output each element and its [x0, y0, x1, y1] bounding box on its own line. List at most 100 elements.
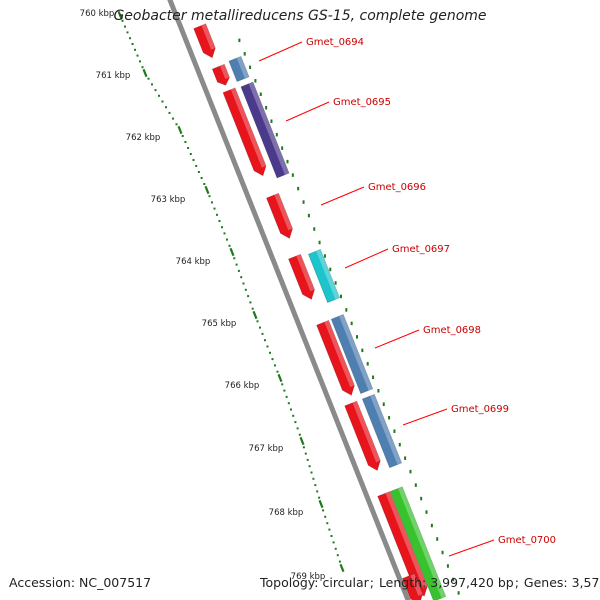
ruler-minor-tick [290, 408, 292, 411]
outer-ruler-tick [238, 38, 241, 43]
genome-backbone [167, 0, 411, 600]
ruler-minor-tick [129, 37, 131, 40]
ruler-minor-tick [226, 238, 228, 241]
outer-ruler-tick [366, 362, 369, 366]
ruler-label: 768 kbp [269, 508, 304, 518]
ruler-minor-tick [233, 257, 236, 260]
ruler-minor-tick [197, 171, 200, 173]
ruler-label: 767 kbp [249, 444, 284, 454]
outer-ruler-tick [350, 321, 353, 326]
ruler-minor-tick [172, 117, 174, 120]
ruler-minor-tick [237, 269, 240, 272]
ruler-minor-tick [141, 66, 144, 69]
gene-block [228, 55, 250, 83]
ruler-minor-tick [259, 326, 261, 329]
gene-label[interactable]: Gmet_0700 [498, 535, 556, 546]
ruler-minor-tick [247, 295, 250, 298]
gene-labels: Gmet_0694 Gmet_0695 Gmet_0696 Gmet_0697 Gmet… [258, 37, 556, 557]
outer-ruler-tick [372, 375, 375, 380]
ruler-label: 769 kbp [291, 572, 326, 582]
outer-ruler-tick [436, 537, 439, 541]
label-leader-line [344, 248, 389, 269]
outer-ruler-tick [361, 348, 364, 353]
ruler-minor-tick [175, 123, 178, 126]
ruler-minor-tick [308, 465, 311, 468]
ruler-minor-tick [228, 244, 231, 247]
ruler-minor-tick [158, 94, 160, 97]
orf-block [316, 319, 355, 396]
ruler-minor-tick [244, 288, 247, 291]
outer-ruler-tick [425, 510, 428, 514]
ruler-minor-tick [161, 100, 164, 103]
gene-block [307, 249, 341, 303]
outer-ruler-tick [313, 227, 316, 231]
ruler-major-tick [252, 310, 258, 320]
label-leader-line [320, 186, 365, 206]
genes-text: Genes: 3,577 [523, 575, 600, 590]
outer-ruler-tick [302, 200, 305, 204]
outer-ruler-tick [430, 523, 433, 528]
orf-block [211, 63, 230, 86]
ruler-minor-tick [189, 153, 192, 155]
ruler-minor-tick [249, 301, 252, 304]
ruler-minor-tick [168, 111, 171, 114]
ruler-minor-tick [195, 165, 198, 167]
gene-label[interactable]: Gmet_0697 [392, 244, 450, 255]
outer-ruler-tick [334, 281, 337, 285]
ruler-label: 760 kbp [80, 9, 115, 19]
ruler-minor-tick [304, 452, 307, 455]
ruler-minor-tick [285, 395, 288, 398]
label-leader-line [448, 539, 495, 557]
label-leader-line [374, 329, 420, 349]
ruler-minor-tick [287, 402, 290, 405]
ruler-minor-tick [124, 25, 126, 28]
ruler-minor-tick [283, 389, 286, 392]
ruler-minor-tick [208, 195, 211, 198]
outer-ruler-tick [265, 105, 268, 110]
gene-label[interactable]: Gmet_0698 [423, 325, 481, 336]
outer-ruler-tick [393, 429, 396, 433]
outer-ruler-tick [291, 173, 294, 177]
label-leader-line [285, 101, 330, 122]
ruler-minor-tick [139, 60, 141, 63]
ruler-minor-tick [314, 484, 317, 487]
orf-block [266, 192, 293, 239]
label-leader-line [258, 41, 303, 62]
outer-ruler-tick [270, 119, 273, 123]
ruler-minor-tick [165, 106, 167, 109]
outer-ruler-tick [414, 483, 417, 487]
outer-ruler-tick [329, 267, 332, 272]
ruler-minor-tick [326, 522, 329, 525]
ruler-major-tick [177, 125, 183, 135]
orf-block [288, 253, 315, 300]
ruler-minor-tick [328, 528, 331, 531]
gene-label[interactable]: Gmet_0699 [451, 404, 509, 415]
ruler-major-tick [299, 436, 305, 446]
ruler-minor-tick [324, 515, 327, 518]
ruler-minor-tick [131, 43, 134, 45]
outer-ruler-tick [457, 591, 460, 595]
ruler-major-tick [142, 68, 148, 78]
length-text: Length: 3,997,420 bp [378, 575, 514, 590]
ruler-minor-tick [316, 490, 319, 493]
outer-ruler-tick [339, 294, 342, 299]
gene-label[interactable]: Gmet_0695 [333, 97, 391, 108]
ruler-minor-tick [318, 496, 321, 499]
ruler-minor-tick [292, 414, 295, 417]
ruler-major-tick [318, 499, 324, 509]
ruler-major-tick [204, 185, 210, 195]
ruler-minor-tick [334, 547, 337, 550]
ruler-minor-tick [322, 509, 325, 512]
orf-block [344, 400, 381, 471]
outer-ruler-tick [441, 550, 444, 555]
ruler-minor-tick [203, 183, 206, 185]
gene-label[interactable]: Gmet_0696 [368, 182, 426, 193]
ruler-minor-tick [213, 207, 216, 210]
gene-block [389, 486, 447, 600]
gene-label[interactable]: Gmet_0694 [306, 37, 364, 48]
ruler-minor-tick [266, 345, 269, 348]
ruler-minor-tick [312, 477, 315, 480]
outer-ruler-tick [249, 65, 252, 70]
outer-ruler-tick [275, 132, 278, 137]
genome-title: Geobacter metallireducens GS-15, complet… [113, 8, 487, 24]
